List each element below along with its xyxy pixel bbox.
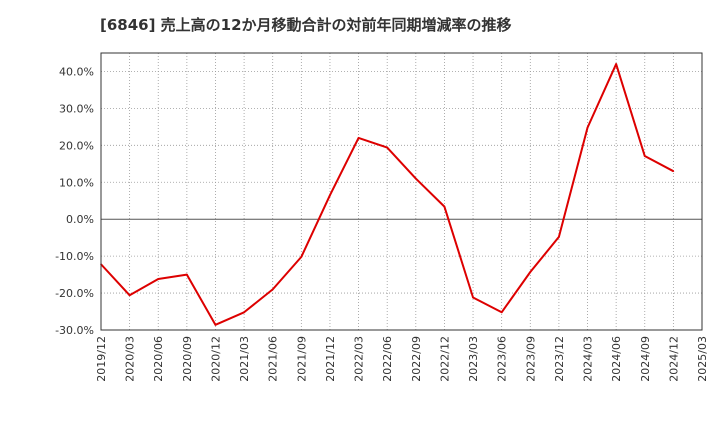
x-tick-label: 2020/03 [124,336,137,382]
data-point [186,273,188,276]
x-tick-label: 2021/09 [295,336,308,382]
data-point [643,155,646,157]
x-tick-label: 2024/12 [667,336,680,382]
x-tick-label: 2023/12 [553,336,566,382]
x-tick-label: 2023/09 [524,336,537,382]
data-point [329,194,331,196]
x-tick-label: 2020/06 [152,336,165,382]
data-point [443,205,446,208]
y-tick-label: 20.0% [59,139,94,152]
chart-title: [6846] 売上高の12か月移動合計の対前年同期増減率の推移 [100,16,512,34]
y-tick-label: -10.0% [55,250,94,263]
x-tick-label: 2024/06 [610,336,623,382]
x-tick-label: 2021/12 [324,336,337,382]
y-tick-label: 40.0% [59,65,94,78]
data-point [529,271,532,273]
x-tick-label: 2020/12 [209,336,222,382]
y-axis-ticks: 40.0% 30.0% 20.0% 10.0% 0.0% -10.0% -20.0% -30.… [55,65,94,337]
x-tick-label: 2025/03 [696,336,709,382]
x-tick-label: 2022/06 [381,336,394,382]
data-point [300,256,303,258]
x-axis-ticks: 2019/12 2020/03 2020/06 2020/09 2020/12 2021/… [95,336,709,382]
x-tick-label: 2021/03 [238,336,251,382]
x-tick-label: 2023/03 [467,336,480,382]
data-point [271,288,274,291]
data-point [500,311,503,314]
x-tick-label: 2022/12 [438,336,451,382]
chart-grid [101,53,702,330]
data-point [615,63,617,65]
data-point [243,311,245,314]
data-point [672,170,675,172]
data-point [214,324,217,326]
y-tick-label: -20.0% [55,287,94,300]
data-point [472,296,474,299]
data-point [415,177,417,180]
y-tick-label: 30.0% [59,102,94,115]
x-tick-label: 2024/09 [639,336,652,382]
data-point [128,294,131,297]
x-tick-label: 2021/06 [267,336,280,382]
data-point [157,278,160,280]
x-tick-label: 2023/06 [496,336,509,382]
y-tick-label: 10.0% [59,176,94,189]
plot-area-frame [100,52,703,331]
x-tick-label: 2022/03 [353,336,366,382]
y-tick-label: 0.0% [66,213,94,226]
x-tick-label: 2022/09 [410,336,423,382]
x-tick-label: 2020/09 [181,336,194,382]
data-point [386,146,388,149]
x-tick-label: 2024/03 [582,336,595,382]
y-tick-label: -30.0% [55,324,94,337]
data-point [357,137,360,139]
data-point [558,236,560,238]
x-tick-label: 2019/12 [95,336,108,382]
data-point [586,126,589,129]
